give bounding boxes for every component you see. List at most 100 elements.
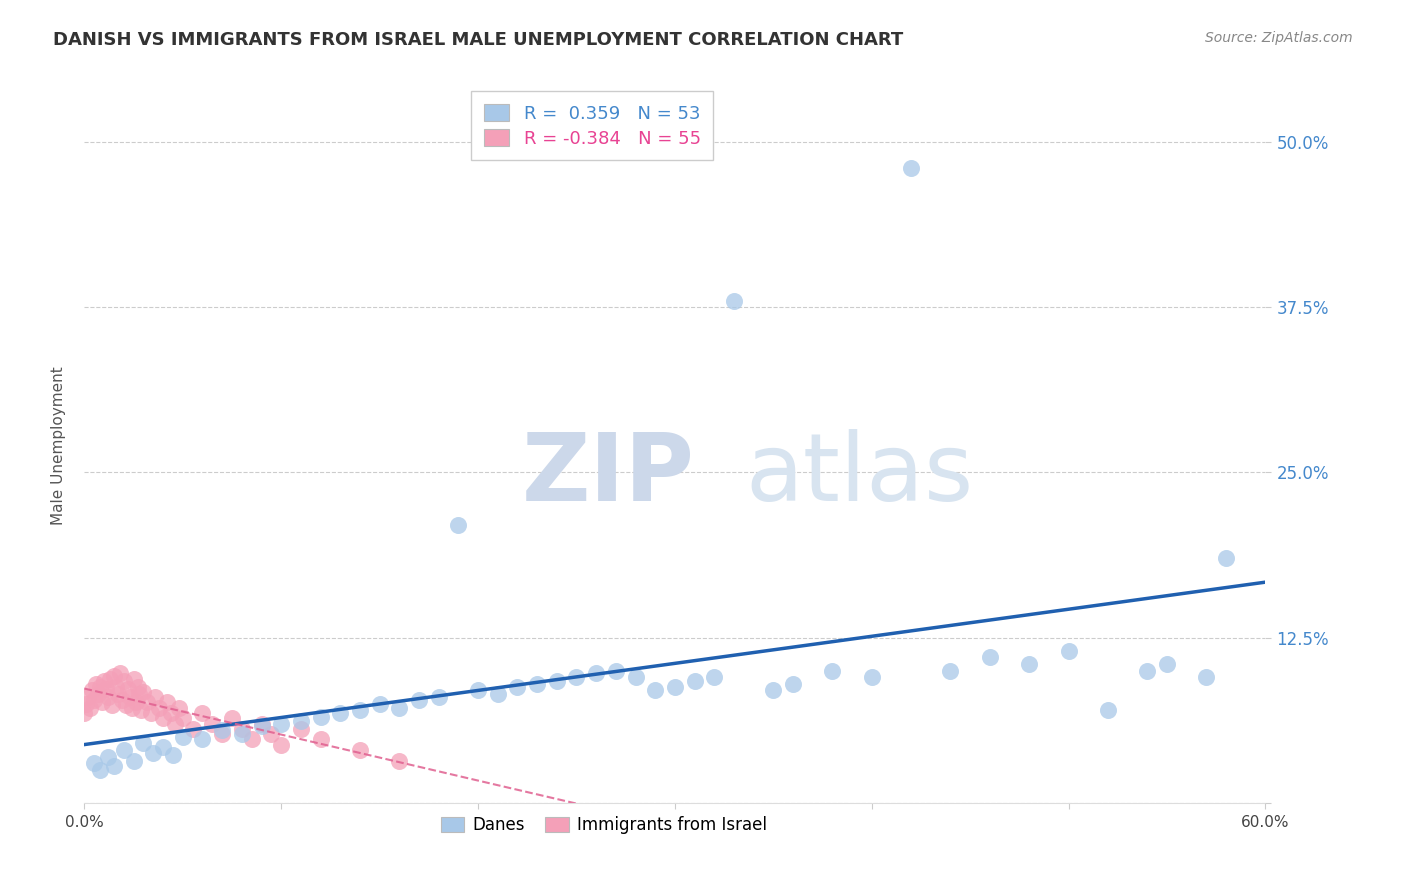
Point bbox=[349, 743, 371, 757]
Point bbox=[349, 703, 371, 717]
Point bbox=[103, 759, 125, 773]
Point bbox=[128, 688, 150, 702]
Point bbox=[585, 666, 607, 681]
Point bbox=[447, 518, 470, 533]
Point bbox=[122, 672, 145, 686]
Point bbox=[427, 690, 450, 704]
Point bbox=[172, 730, 194, 744]
Point bbox=[142, 746, 165, 760]
Point bbox=[250, 719, 273, 733]
Point bbox=[97, 690, 120, 704]
Point bbox=[152, 740, 174, 755]
Point bbox=[91, 695, 114, 709]
Point bbox=[83, 692, 105, 706]
Point bbox=[231, 727, 253, 741]
Point bbox=[101, 698, 124, 712]
Point bbox=[467, 683, 489, 698]
Point bbox=[260, 727, 283, 741]
Point bbox=[75, 697, 97, 711]
Point bbox=[408, 692, 430, 706]
Point bbox=[103, 669, 125, 683]
Point bbox=[231, 722, 253, 736]
Point bbox=[1097, 703, 1119, 717]
Point bbox=[152, 711, 174, 725]
Point bbox=[121, 700, 143, 714]
Point bbox=[112, 674, 135, 689]
Point bbox=[329, 706, 352, 720]
Point bbox=[104, 680, 127, 694]
Point bbox=[83, 756, 105, 771]
Point bbox=[124, 695, 146, 709]
Legend: Danes, Immigrants from Israel: Danes, Immigrants from Israel bbox=[434, 810, 773, 841]
Point bbox=[309, 710, 332, 724]
Point bbox=[1156, 657, 1178, 671]
Point bbox=[1215, 551, 1237, 566]
Point bbox=[111, 692, 134, 706]
Point bbox=[131, 703, 153, 717]
Point bbox=[270, 716, 292, 731]
Point bbox=[114, 698, 136, 712]
Point bbox=[108, 666, 131, 681]
Point bbox=[762, 683, 785, 698]
Point bbox=[191, 706, 214, 720]
Point bbox=[979, 650, 1001, 665]
Text: ZIP: ZIP bbox=[522, 428, 695, 521]
Point bbox=[98, 672, 121, 686]
Point bbox=[122, 754, 145, 768]
Point bbox=[79, 700, 101, 714]
Point bbox=[546, 674, 568, 689]
Point bbox=[141, 706, 163, 720]
Point bbox=[388, 754, 411, 768]
Point bbox=[148, 700, 170, 714]
Y-axis label: Male Unemployment: Male Unemployment bbox=[51, 367, 66, 525]
Point bbox=[94, 682, 117, 697]
Point bbox=[1195, 670, 1218, 684]
Point bbox=[77, 690, 100, 704]
Point bbox=[201, 716, 224, 731]
Point bbox=[163, 716, 186, 731]
Point bbox=[132, 736, 155, 750]
Point bbox=[87, 688, 110, 702]
Point bbox=[683, 674, 706, 689]
Point bbox=[290, 714, 312, 728]
Point bbox=[93, 674, 115, 689]
Point bbox=[290, 722, 312, 736]
Point bbox=[250, 716, 273, 731]
Point bbox=[270, 738, 292, 752]
Point bbox=[860, 670, 883, 684]
Point bbox=[172, 711, 194, 725]
Point bbox=[107, 688, 129, 702]
Text: atlas: atlas bbox=[745, 428, 974, 521]
Point bbox=[211, 727, 233, 741]
Text: Source: ZipAtlas.com: Source: ZipAtlas.com bbox=[1205, 31, 1353, 45]
Point bbox=[1136, 664, 1159, 678]
Point bbox=[240, 732, 263, 747]
Point bbox=[1057, 644, 1080, 658]
Point bbox=[97, 749, 120, 764]
Point bbox=[388, 700, 411, 714]
Point bbox=[112, 743, 135, 757]
Point bbox=[486, 688, 509, 702]
Point bbox=[900, 161, 922, 176]
Point bbox=[143, 690, 166, 704]
Point bbox=[89, 763, 111, 777]
Point bbox=[939, 664, 962, 678]
Point bbox=[782, 677, 804, 691]
Point bbox=[136, 695, 159, 709]
Point bbox=[309, 732, 332, 747]
Point bbox=[723, 293, 745, 308]
Point bbox=[644, 683, 666, 698]
Point bbox=[118, 690, 141, 704]
Point bbox=[368, 697, 391, 711]
Point bbox=[624, 670, 647, 684]
Point bbox=[526, 677, 548, 691]
Point bbox=[211, 723, 233, 738]
Point bbox=[89, 680, 111, 694]
Point bbox=[167, 700, 190, 714]
Point bbox=[181, 722, 204, 736]
Point bbox=[127, 680, 149, 694]
Point bbox=[73, 706, 96, 720]
Point bbox=[84, 677, 107, 691]
Point bbox=[156, 695, 179, 709]
Point bbox=[565, 670, 588, 684]
